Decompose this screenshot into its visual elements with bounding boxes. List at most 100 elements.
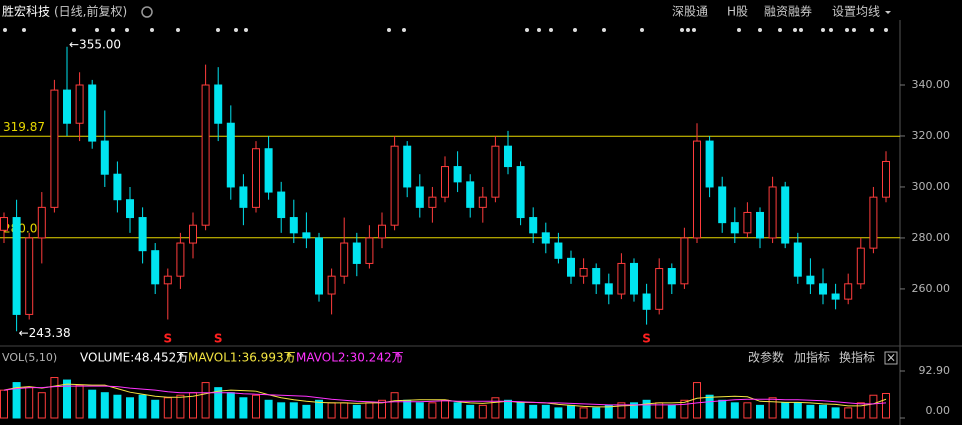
volume-bar <box>705 394 714 419</box>
volume-bar <box>315 399 323 419</box>
candle-body <box>756 211 764 239</box>
arrow: ↑ <box>393 351 403 365</box>
volume-bar <box>0 389 8 419</box>
candle-body <box>567 257 575 277</box>
volume-bar <box>680 399 689 419</box>
mavol2-value: MAVOL2:30.242万 <box>296 351 404 365</box>
volume-bar <box>693 382 701 419</box>
arrow: ↑ <box>284 351 294 365</box>
close-button[interactable] <box>884 351 898 365</box>
button[interactable]: 加指标 <box>794 350 830 365</box>
volume-bar <box>176 394 185 419</box>
arrow: ↑ <box>176 351 186 365</box>
volume-bar <box>781 402 790 419</box>
volume-bar <box>831 407 840 419</box>
volume-bar <box>743 402 752 419</box>
candle-body <box>466 181 475 208</box>
volume-bar <box>806 404 815 419</box>
chart-subtitle: (日线,前复权) <box>54 4 127 19</box>
volume-bar <box>882 392 890 419</box>
volume-bar <box>201 382 210 419</box>
mavol2-line <box>3 385 887 406</box>
candle-body <box>163 275 172 285</box>
candle-body <box>869 196 878 249</box>
high-annotation: ←355.00 <box>69 37 121 51</box>
candle-body <box>819 283 827 295</box>
candle-body <box>100 140 109 175</box>
button[interactable]: 换指标 <box>839 350 875 365</box>
button[interactable]: 改参数 <box>748 350 784 365</box>
signal-marker: S <box>214 332 223 346</box>
candle-body <box>831 293 840 300</box>
candle-body <box>705 140 714 188</box>
volume-bar <box>541 404 550 419</box>
candle-body <box>856 247 865 285</box>
candle-body <box>667 268 676 285</box>
volume-value: VOLUME:48.452万 <box>80 351 188 365</box>
y-tick-label: 300.00 <box>912 180 951 193</box>
volume-bar <box>151 399 160 419</box>
candle-body <box>302 232 311 239</box>
candle-body <box>189 224 197 244</box>
low-annotation: ←243.38 <box>19 326 71 340</box>
volume-bar <box>252 394 260 419</box>
volume-bar <box>617 402 626 419</box>
volume-bar <box>126 397 134 419</box>
candle-body <box>781 186 790 244</box>
mavol1-value: MAVOL1:36.993万 <box>188 351 296 365</box>
volume-bar <box>289 402 298 419</box>
candle-body <box>655 268 664 310</box>
volume-bar <box>378 399 386 419</box>
volume-bar <box>226 392 235 419</box>
volume-bar <box>100 392 109 419</box>
volume-bar <box>365 402 374 419</box>
candle-body <box>12 217 21 315</box>
settings-icon[interactable] <box>141 6 153 18</box>
menu-item[interactable]: 深股通 <box>672 5 708 19</box>
volume-bar <box>478 404 487 419</box>
menu-item[interactable]: H股 <box>727 5 748 19</box>
menu-item[interactable]: 设置均线 <box>832 5 880 19</box>
signal-marker: S <box>163 332 172 346</box>
candle-body <box>428 196 437 208</box>
volume-bar <box>604 404 613 419</box>
candle-body <box>264 148 273 193</box>
candle-body <box>365 237 374 264</box>
volume-bar <box>856 402 865 419</box>
candle-body <box>415 186 424 208</box>
volume-bar <box>352 404 361 419</box>
candle-body <box>529 217 538 234</box>
volume-bar <box>113 394 122 419</box>
volume-bar <box>466 404 475 419</box>
stock-name: 胜宏科技 <box>2 4 50 19</box>
volume-bar <box>630 402 638 419</box>
volume-bar <box>869 394 878 419</box>
volume-bar <box>25 387 34 419</box>
candle-body <box>214 84 223 124</box>
volume-bar <box>214 387 223 419</box>
candle-body <box>226 122 235 188</box>
y-tick-label: 340.00 <box>912 78 951 91</box>
event-flags <box>3 28 888 32</box>
y2-tick-label: 0.00 <box>926 404 951 417</box>
y-tick-label: 320.00 <box>912 129 951 142</box>
volume-bar <box>75 384 84 419</box>
volume-bar <box>415 402 424 419</box>
volume-bar <box>327 402 336 419</box>
volume-bar <box>37 392 46 419</box>
candle-body <box>340 242 349 277</box>
menu-item[interactable]: 融资融券 <box>764 4 812 19</box>
y-tick-label: 280.00 <box>912 231 951 244</box>
volume-bar <box>264 399 273 419</box>
volume-bar <box>844 407 853 419</box>
volume-bar <box>579 407 588 419</box>
volume-bar <box>63 379 71 419</box>
y2-tick-label: 92.90 <box>919 364 951 377</box>
candle-body <box>252 148 260 208</box>
close-icon[interactable]: × <box>886 351 896 365</box>
volume-bar <box>403 399 412 419</box>
volume-bar <box>667 404 676 419</box>
level-label: 319.87 <box>3 120 45 134</box>
candle-body <box>289 217 298 234</box>
